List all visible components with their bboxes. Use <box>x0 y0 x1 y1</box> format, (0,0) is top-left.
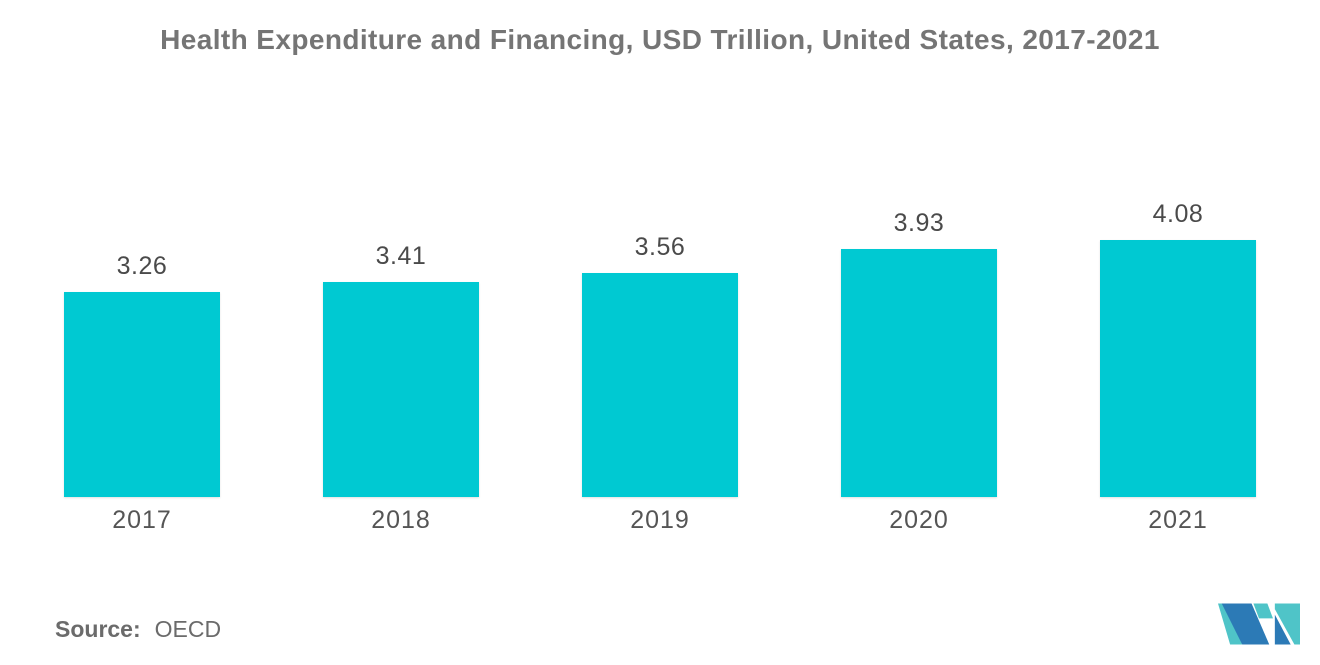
logo-teal-right <box>1274 603 1300 645</box>
logo-blue-band <box>1221 603 1270 645</box>
x-axis-label: 2020 <box>889 506 949 534</box>
bar-2018 <box>323 282 479 497</box>
bar-value-label: 3.41 <box>375 242 427 270</box>
chart-title: Health Expenditure and Financing, USD Tr… <box>160 24 1160 55</box>
source-value: OECD <box>154 616 222 642</box>
logo-teal-left <box>1218 603 1243 645</box>
bar-group-2019: 3.56 2019 <box>582 233 738 534</box>
bar-2020 <box>841 249 997 497</box>
x-axis-label: 2019 <box>630 506 690 534</box>
x-axis-label: 2017 <box>112 506 172 534</box>
bar-value-label: 3.93 <box>893 209 945 237</box>
bar-2021 <box>1100 240 1256 497</box>
bar-2017 <box>64 292 220 497</box>
logo-blue-triangle <box>1274 614 1291 645</box>
mordor-intelligence-logo <box>1218 601 1300 647</box>
x-axis-label: 2018 <box>371 506 431 534</box>
logo-teal-middle <box>1253 603 1273 619</box>
bar-2019 <box>582 273 738 497</box>
source-label: Source: <box>55 616 141 642</box>
source-line: Source: OECD <box>55 616 221 643</box>
bar-group-2017: 3.26 2017 <box>64 252 220 534</box>
bar-group-2018: 3.41 2018 <box>323 242 479 534</box>
bar-value-label: 4.08 <box>1152 200 1204 228</box>
bar-value-label: 3.26 <box>116 252 168 280</box>
bar-chart: 3.26 2017 3.41 2018 3.56 2019 3.93 2020 4.08 2021 <box>64 200 1256 534</box>
x-axis-label: 2021 <box>1148 506 1208 534</box>
brand-logo-icon <box>1218 603 1300 645</box>
bar-value-label: 3.56 <box>634 233 686 261</box>
bar-group-2020: 3.93 2020 <box>841 209 997 534</box>
bar-group-2021: 4.08 2021 <box>1100 200 1256 534</box>
